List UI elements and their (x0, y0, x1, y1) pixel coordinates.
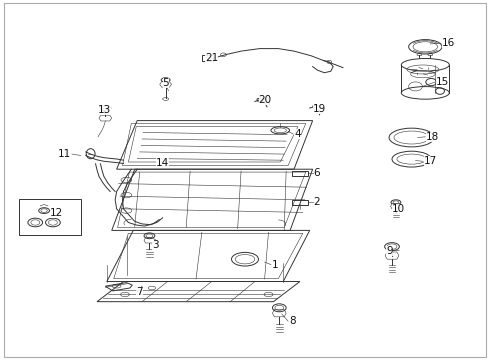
Text: 8: 8 (289, 316, 296, 326)
Text: 17: 17 (424, 156, 437, 166)
Text: 20: 20 (259, 95, 272, 105)
Text: 15: 15 (436, 77, 449, 87)
Text: 18: 18 (426, 132, 440, 142)
Text: 11: 11 (58, 149, 71, 159)
Text: 7: 7 (136, 287, 143, 297)
Text: 19: 19 (313, 104, 326, 114)
Text: 10: 10 (392, 204, 405, 214)
Text: 1: 1 (272, 260, 279, 270)
Text: 14: 14 (156, 158, 169, 168)
Text: 4: 4 (294, 129, 301, 139)
Bar (202, 55, 213, 61)
Text: 2: 2 (314, 197, 320, 207)
Text: 5: 5 (163, 78, 170, 88)
Text: 13: 13 (98, 105, 111, 115)
Text: 3: 3 (152, 240, 159, 250)
Text: 21: 21 (205, 53, 218, 63)
Bar (19, 199, 81, 235)
Text: 6: 6 (314, 168, 320, 178)
Text: 9: 9 (386, 246, 393, 256)
Text: 16: 16 (442, 38, 455, 48)
Text: 12: 12 (50, 208, 63, 218)
